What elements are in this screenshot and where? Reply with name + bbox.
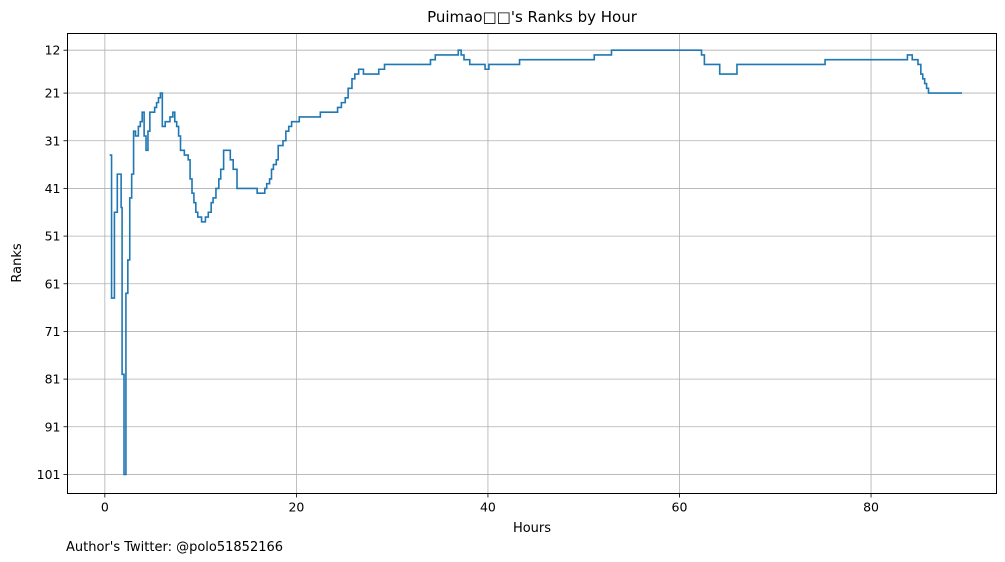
rank-series-line	[109, 49, 963, 476]
y-tick-label: 12	[45, 43, 61, 58]
y-tick-label: 91	[45, 419, 61, 434]
grid	[67, 33, 997, 494]
x-axis-title: Hours	[513, 521, 551, 536]
y-tick-label: 21	[45, 86, 61, 101]
y-tick-label: 31	[45, 133, 61, 148]
y-tick-label: 41	[45, 181, 61, 196]
author-credit: Author's Twitter: @polo51852166	[66, 540, 283, 555]
axis-ticks: 0 20 40 60 80 12 21 31 41 51 61 71 81 91 101	[37, 43, 879, 515]
plot-frame	[67, 33, 997, 494]
y-axis-title: Ranks	[10, 243, 25, 282]
plot-area	[109, 49, 963, 476]
x-tick-label: 40	[480, 500, 496, 515]
x-tick-label: 0	[101, 500, 109, 515]
y-tick-label: 51	[45, 229, 61, 244]
chart-title: Puimao□□'s Ranks by Hour	[427, 8, 638, 26]
x-tick-label: 80	[863, 500, 879, 515]
y-tick-label: 71	[45, 324, 61, 339]
x-tick-label: 20	[288, 500, 304, 515]
y-tick-label: 81	[45, 372, 61, 387]
y-tick-label: 61	[45, 276, 61, 291]
y-tick-label: 101	[37, 467, 61, 482]
x-tick-label: 60	[672, 500, 688, 515]
